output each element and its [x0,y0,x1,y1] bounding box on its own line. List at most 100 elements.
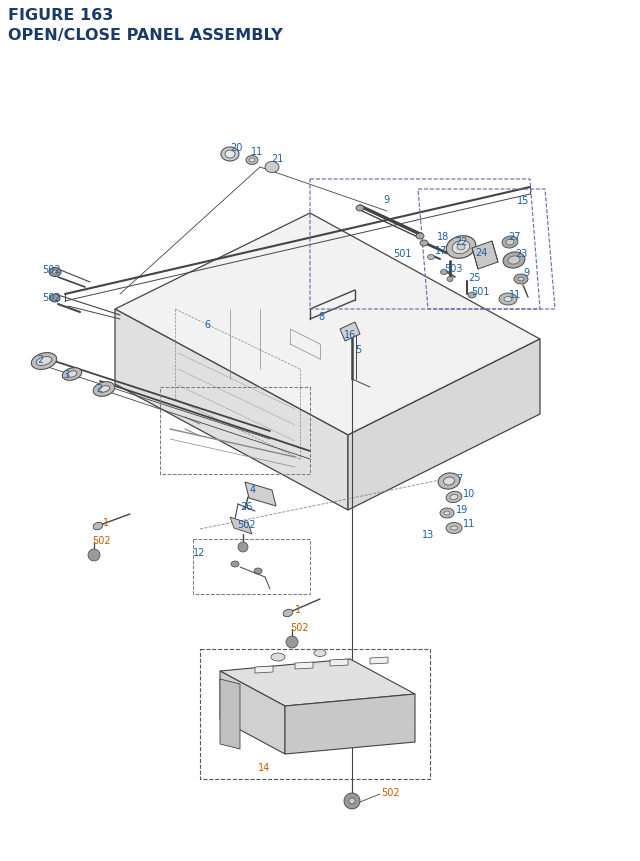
Ellipse shape [506,239,514,245]
Ellipse shape [504,297,512,302]
Text: 5: 5 [355,344,361,355]
Text: 502: 502 [237,519,255,530]
Ellipse shape [246,157,258,165]
Text: 502: 502 [381,787,399,797]
Ellipse shape [428,255,435,260]
Text: 20: 20 [230,143,243,152]
Polygon shape [230,517,252,535]
Text: 8: 8 [318,312,324,322]
Text: 22: 22 [455,237,467,247]
Ellipse shape [444,511,450,516]
Ellipse shape [314,650,326,657]
Ellipse shape [49,268,61,277]
Circle shape [238,542,248,553]
Circle shape [286,636,298,648]
Text: 4: 4 [250,485,256,494]
Ellipse shape [265,163,279,173]
Ellipse shape [502,237,518,249]
Ellipse shape [451,526,458,530]
Ellipse shape [447,277,453,282]
Ellipse shape [446,237,476,259]
Polygon shape [220,660,415,706]
Text: 1: 1 [295,604,301,614]
Ellipse shape [508,257,520,265]
Ellipse shape [499,294,517,306]
Text: 6: 6 [204,319,210,330]
Text: 502: 502 [42,264,61,275]
Ellipse shape [444,477,454,486]
Ellipse shape [93,523,103,530]
Text: 9: 9 [383,195,389,205]
Text: 23: 23 [515,249,527,258]
Polygon shape [220,672,285,754]
Ellipse shape [416,233,424,239]
Ellipse shape [31,353,57,370]
Polygon shape [245,482,276,506]
Polygon shape [255,666,273,673]
Ellipse shape [452,241,470,254]
Ellipse shape [50,294,60,303]
Text: 17: 17 [435,245,447,256]
Polygon shape [295,662,313,669]
Ellipse shape [440,508,454,518]
Polygon shape [285,694,415,754]
Text: 24: 24 [475,248,488,257]
Text: OPEN/CLOSE PANEL ASSEMBLY: OPEN/CLOSE PANEL ASSEMBLY [8,28,283,43]
Text: 13: 13 [422,530,435,539]
Ellipse shape [468,293,476,299]
Text: 2: 2 [37,355,44,364]
Ellipse shape [249,158,255,163]
Ellipse shape [62,369,82,381]
Text: 10: 10 [463,488,476,499]
Text: 18: 18 [437,232,449,242]
Text: 7: 7 [456,474,462,483]
Ellipse shape [36,357,52,366]
Ellipse shape [254,568,262,574]
Polygon shape [115,214,540,436]
Polygon shape [472,242,498,269]
Polygon shape [340,323,360,342]
Text: 9: 9 [523,268,529,278]
Ellipse shape [98,387,110,393]
Text: 26: 26 [240,501,252,511]
Ellipse shape [440,270,447,276]
Polygon shape [220,679,240,749]
Text: 2: 2 [96,383,102,393]
Ellipse shape [356,206,364,212]
Text: 16: 16 [344,330,356,339]
Text: 3: 3 [63,369,69,380]
Text: 503: 503 [444,263,463,274]
Ellipse shape [438,474,460,490]
Polygon shape [330,660,348,666]
Ellipse shape [420,241,428,247]
Ellipse shape [225,151,235,158]
Text: 11: 11 [509,289,521,300]
Text: 11: 11 [251,147,263,157]
Text: 19: 19 [456,505,468,514]
Ellipse shape [52,270,58,275]
Circle shape [344,793,360,809]
Text: 27: 27 [508,232,520,242]
Ellipse shape [67,371,77,378]
Ellipse shape [503,252,525,269]
Ellipse shape [446,523,462,534]
Text: 14: 14 [258,762,270,772]
Text: 21: 21 [271,154,284,164]
Ellipse shape [93,382,115,397]
Circle shape [349,798,355,804]
Text: 25: 25 [468,273,481,282]
Polygon shape [370,657,388,664]
Text: 1: 1 [103,517,109,528]
Ellipse shape [231,561,239,567]
Ellipse shape [457,245,465,251]
Text: 12: 12 [193,548,205,557]
Ellipse shape [518,278,524,282]
Ellipse shape [271,653,285,661]
Text: 15: 15 [517,195,529,206]
Text: 502: 502 [290,623,308,632]
Text: 501: 501 [393,249,412,258]
Text: FIGURE 163: FIGURE 163 [8,8,113,23]
Text: 11: 11 [463,518,476,529]
Ellipse shape [450,495,458,500]
Ellipse shape [221,148,239,162]
